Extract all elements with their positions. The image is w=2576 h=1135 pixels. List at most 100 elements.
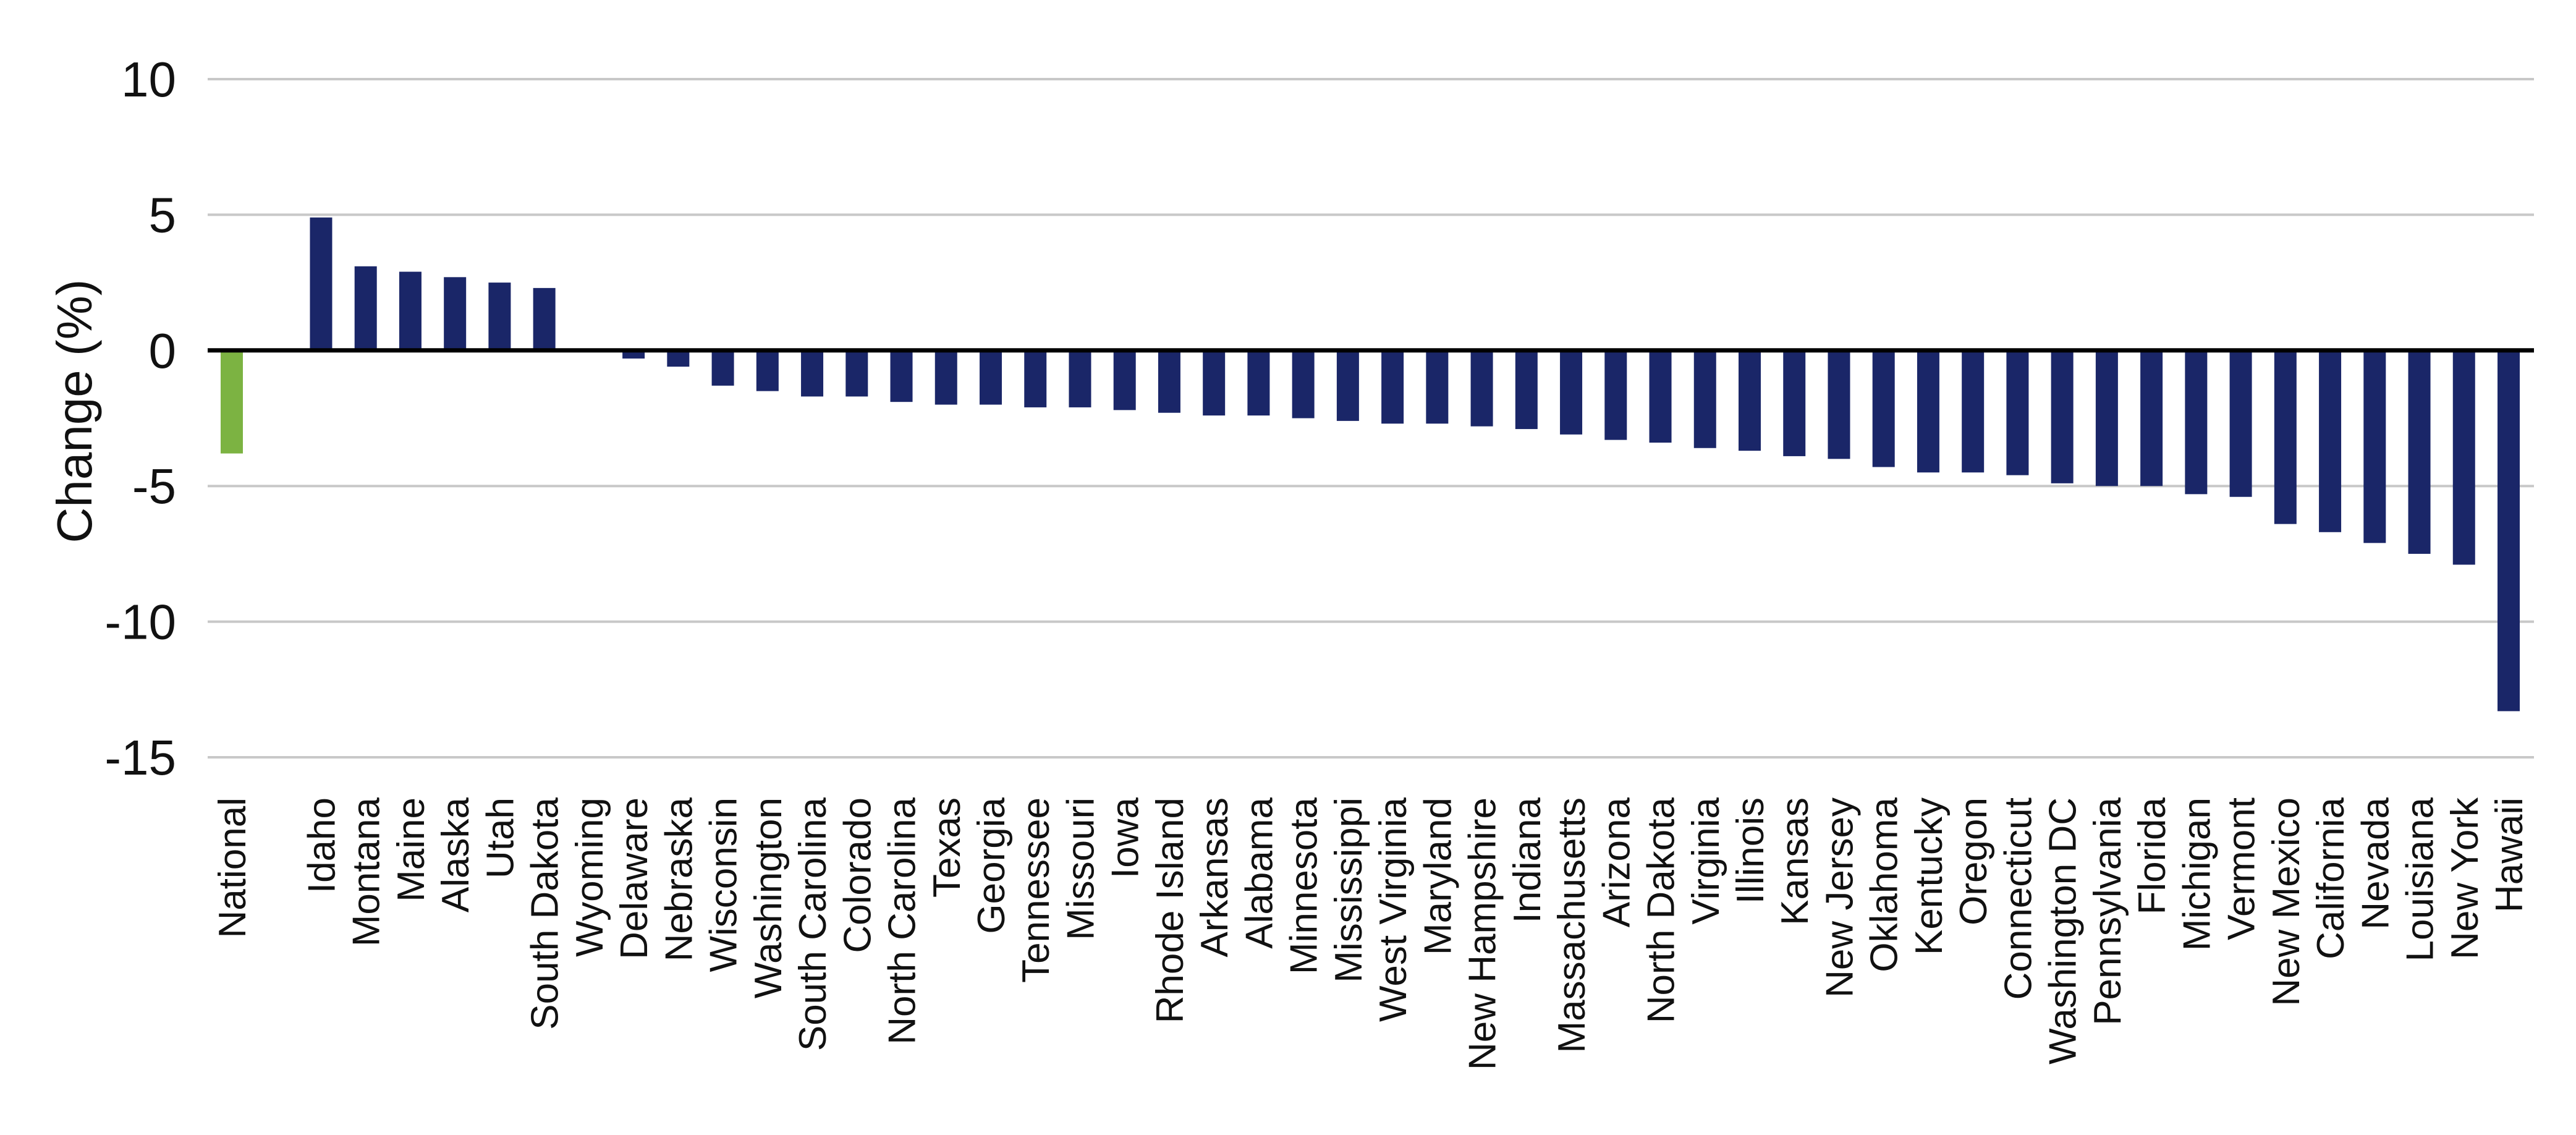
bar-mississippi <box>1336 350 1359 421</box>
bar-pennsylvania <box>2095 350 2118 487</box>
x-tick-label: Utah <box>479 797 522 878</box>
x-tick-label: Tennessee <box>1015 797 1057 983</box>
x-tick-label: Maine <box>390 797 433 902</box>
x-tick-label: New York <box>2444 797 2486 959</box>
x-tick-label: Arizona <box>1595 797 1638 927</box>
bar-arizona <box>1604 350 1627 440</box>
x-tick-label: Illinois <box>1729 797 1772 904</box>
bar-colorado <box>845 350 868 397</box>
bar-south-dakota <box>533 287 556 351</box>
bar-iowa <box>1113 350 1136 410</box>
bar-west-virginia <box>1381 350 1404 424</box>
x-tick-label: South Carolina <box>792 797 834 1051</box>
x-tick-label: Nebraska <box>658 797 700 961</box>
x-tick-label: Rhode Island <box>1149 797 1192 1023</box>
bar-missouri <box>1069 350 1091 407</box>
bar-idaho <box>310 217 333 351</box>
bar-minnesota <box>1292 350 1315 419</box>
bar-new-hampshire <box>1470 350 1493 427</box>
x-tick-label: Wyoming <box>569 797 611 957</box>
x-tick-label: Louisiana <box>2399 797 2442 961</box>
y-tick-label: 5 <box>149 187 177 242</box>
y-axis-ticks: 10 5 0 -5 -10 -15 <box>104 52 176 785</box>
x-tick-label: Colorado <box>836 797 879 953</box>
y-axis-title: Change (%) <box>47 279 102 543</box>
bar-maryland <box>1426 350 1449 424</box>
x-tick-label: Alabama <box>1238 797 1281 948</box>
bar-north-dakota <box>1649 350 1672 443</box>
x-tick-label: Connecticut <box>1997 797 2040 1000</box>
x-tick-label: Montana <box>345 797 388 946</box>
x-tick-label: Kansas <box>1774 797 1816 925</box>
x-tick-label: Mississippi <box>1328 797 1370 983</box>
bar-utah <box>488 283 511 351</box>
x-tick-label: New Hampshire <box>1462 797 1504 1070</box>
gridlines <box>208 78 2534 759</box>
bar-south-carolina <box>801 350 824 397</box>
x-tick-label: Wisconsin <box>703 797 745 972</box>
y-tick-label: -15 <box>104 730 176 785</box>
bar-virginia <box>1693 350 1716 448</box>
bar-georgia <box>980 350 1002 405</box>
bar-arkansas <box>1203 350 1226 416</box>
x-tick-label: Virginia <box>1685 797 1727 924</box>
x-tick-label: Arkansas <box>1193 797 1236 957</box>
x-tick-label: Massachusetts <box>1551 797 1593 1053</box>
x-tick-label: Pennsylvania <box>2087 797 2129 1025</box>
y-tick-label: -5 <box>132 459 176 514</box>
bar-new-jersey <box>1828 350 1850 459</box>
bar-kentucky <box>1917 350 1939 473</box>
x-tick-label: South Dakota <box>524 797 567 1029</box>
x-tick-label: Alaska <box>434 797 477 912</box>
x-tick-label: New Jersey <box>1818 797 1861 998</box>
x-tick-label: Florida <box>2131 797 2174 914</box>
x-tick-label: Oregon <box>1952 797 1995 925</box>
x-tick-label: Indiana <box>1506 797 1549 923</box>
bar-washington-dc <box>2051 350 2074 483</box>
bar-maine <box>399 271 422 351</box>
x-tick-label: Oklahoma <box>1863 797 1906 972</box>
bar-vermont <box>2229 350 2252 497</box>
bar-montana <box>354 266 377 351</box>
bar-national <box>221 350 243 454</box>
x-tick-label: Nevada <box>2354 797 2397 929</box>
bar-florida <box>2140 350 2163 487</box>
bar-massachusetts <box>1560 350 1583 435</box>
bar-wisconsin <box>711 350 734 386</box>
bar-alabama <box>1247 350 1270 416</box>
x-tick-label: Texas <box>926 797 968 898</box>
bar-louisiana <box>2408 350 2431 554</box>
x-tick-label: Michigan <box>2176 797 2218 951</box>
x-tick-label: Washington <box>747 797 790 998</box>
bar-illinois <box>1739 350 1761 451</box>
x-tick-label: Maryland <box>1417 797 1459 955</box>
x-tick-label: Kentucky <box>1908 797 1951 955</box>
bars <box>221 217 2520 712</box>
y-tick-label: 10 <box>121 52 176 107</box>
x-tick-label: National <box>211 797 254 938</box>
bar-indiana <box>1515 350 1538 430</box>
x-tick-label: Iowa <box>1104 797 1147 878</box>
bar-nebraska <box>667 350 690 367</box>
x-tick-label: North Dakota <box>1640 797 1683 1023</box>
bar-connecticut <box>2006 350 2029 475</box>
x-tick-label: California <box>2310 797 2352 959</box>
x-tick-label: Idaho <box>300 797 343 893</box>
bar-texas <box>934 350 957 405</box>
bar-california <box>2319 350 2342 532</box>
bar-new-mexico <box>2274 350 2297 524</box>
x-axis-category-labels: National Idaho Montana Maine Alaska Utah South… <box>211 797 2531 1070</box>
bar-michigan <box>2185 350 2208 495</box>
x-tick-label: New Mexico <box>2265 797 2308 1006</box>
bar-alaska <box>444 277 467 351</box>
bar-nevada <box>2363 350 2386 543</box>
bar-hawaii <box>2498 350 2520 712</box>
x-tick-label: Washington DC <box>2042 797 2085 1065</box>
x-tick-label: Delaware <box>613 797 656 959</box>
y-tick-label: -10 <box>104 595 176 650</box>
bar-north-carolina <box>890 350 913 402</box>
bar-new-york <box>2452 350 2475 565</box>
x-tick-label: Hawaii <box>2488 797 2531 912</box>
x-tick-label: West Virginia <box>1372 797 1415 1021</box>
